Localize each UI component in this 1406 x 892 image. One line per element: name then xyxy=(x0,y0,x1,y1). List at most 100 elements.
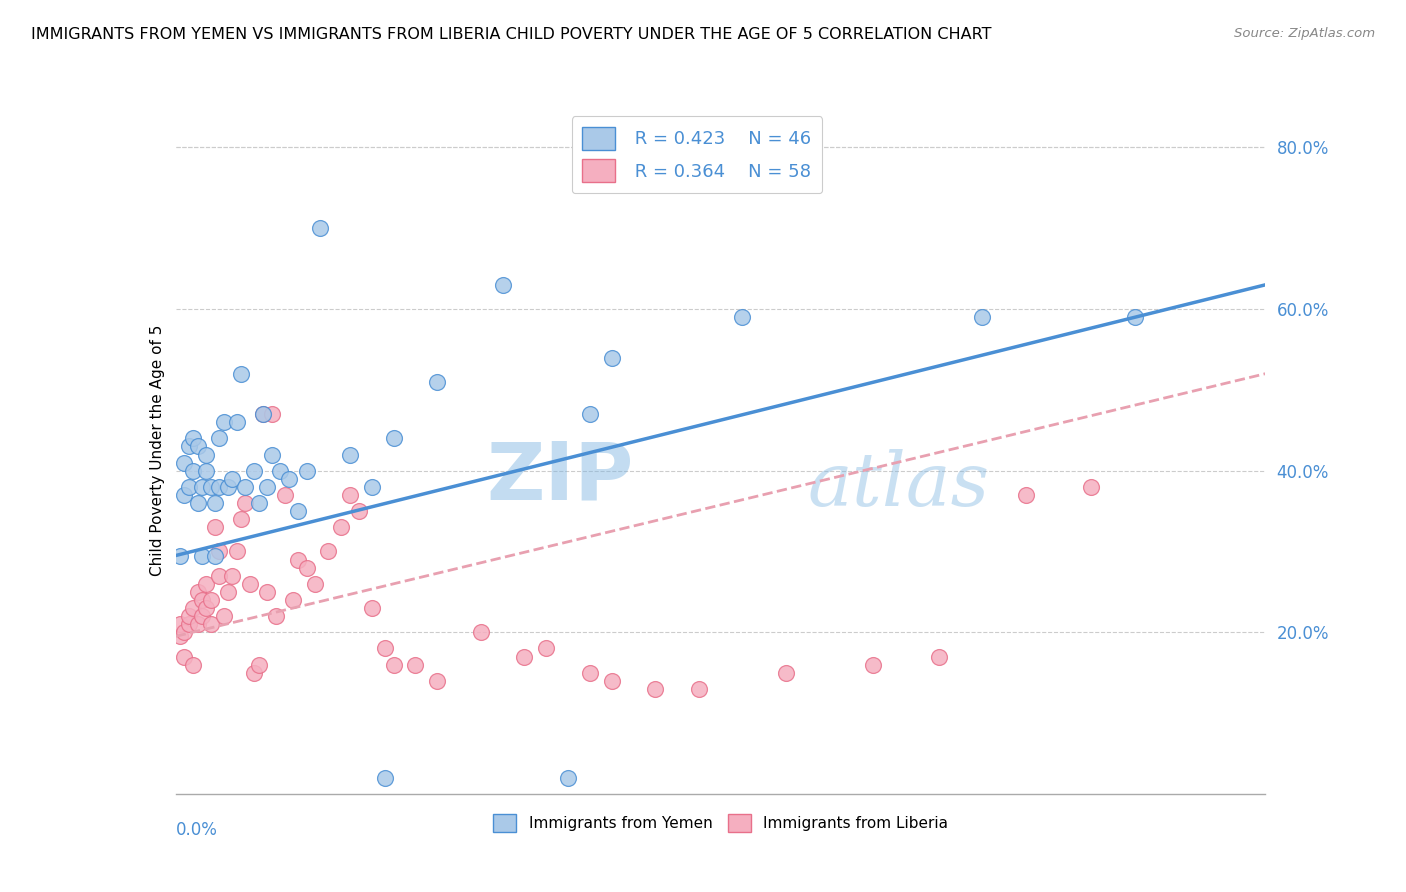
Point xyxy=(235,480,257,494)
Point xyxy=(200,593,222,607)
Point xyxy=(221,568,243,582)
Point xyxy=(579,407,602,421)
Point xyxy=(308,221,330,235)
Point xyxy=(169,629,191,643)
Point xyxy=(382,657,405,672)
Point xyxy=(225,415,247,429)
Point xyxy=(173,456,195,470)
Text: 0.0%: 0.0% xyxy=(176,822,218,839)
Point xyxy=(513,649,536,664)
Point xyxy=(217,585,239,599)
Point xyxy=(208,544,231,558)
Point xyxy=(260,407,283,421)
Point xyxy=(374,771,396,785)
Point xyxy=(181,431,204,445)
Point xyxy=(247,496,270,510)
Point xyxy=(186,496,209,510)
Point xyxy=(200,480,222,494)
Point xyxy=(644,681,666,696)
Point xyxy=(169,617,191,632)
Point xyxy=(177,609,200,624)
Point xyxy=(347,504,370,518)
Point xyxy=(360,601,382,615)
Point xyxy=(243,464,266,478)
Point xyxy=(208,480,231,494)
Point xyxy=(1123,310,1146,325)
Point xyxy=(195,601,218,615)
Point xyxy=(579,665,602,680)
Point xyxy=(181,601,204,615)
Point xyxy=(287,504,309,518)
Point xyxy=(295,560,318,574)
Point xyxy=(600,673,623,688)
Point xyxy=(304,576,326,591)
Point xyxy=(212,415,235,429)
Text: ZIP: ZIP xyxy=(486,439,633,517)
Point xyxy=(287,552,309,566)
Point xyxy=(862,657,884,672)
Point xyxy=(191,480,214,494)
Point xyxy=(195,464,218,478)
Point xyxy=(200,617,222,632)
Point xyxy=(191,549,214,563)
Point xyxy=(260,448,283,462)
Point xyxy=(970,310,993,325)
Point xyxy=(186,585,209,599)
Point xyxy=(231,512,253,526)
Point xyxy=(177,480,200,494)
Point xyxy=(688,681,710,696)
Point xyxy=(426,673,449,688)
Point xyxy=(775,665,797,680)
Point xyxy=(256,480,278,494)
Point xyxy=(204,496,226,510)
Point xyxy=(264,609,287,624)
Point xyxy=(269,464,291,478)
Point xyxy=(173,488,195,502)
Point xyxy=(235,496,257,510)
Point xyxy=(243,665,266,680)
Point xyxy=(557,771,579,785)
Point xyxy=(374,641,396,656)
Point xyxy=(256,585,278,599)
Point xyxy=(239,576,262,591)
Point xyxy=(221,472,243,486)
Text: atlas: atlas xyxy=(807,449,990,521)
Point xyxy=(195,576,218,591)
Point xyxy=(731,310,754,325)
Point xyxy=(470,625,492,640)
Point xyxy=(600,351,623,365)
Point xyxy=(169,549,191,563)
Y-axis label: Child Poverty Under the Age of 5: Child Poverty Under the Age of 5 xyxy=(149,325,165,576)
Point xyxy=(204,520,226,534)
Point xyxy=(318,544,340,558)
Point xyxy=(204,549,226,563)
Point xyxy=(231,367,253,381)
Point xyxy=(208,431,231,445)
Point xyxy=(339,448,361,462)
Point xyxy=(360,480,382,494)
Point xyxy=(181,657,204,672)
Point xyxy=(191,609,214,624)
Point xyxy=(928,649,950,664)
Point xyxy=(534,641,557,656)
Point xyxy=(217,480,239,494)
Point xyxy=(186,617,209,632)
Text: IMMIGRANTS FROM YEMEN VS IMMIGRANTS FROM LIBERIA CHILD POVERTY UNDER THE AGE OF : IMMIGRANTS FROM YEMEN VS IMMIGRANTS FROM… xyxy=(31,27,991,42)
Point xyxy=(195,448,218,462)
Point xyxy=(405,657,427,672)
Point xyxy=(426,375,449,389)
Point xyxy=(186,439,209,453)
Point xyxy=(283,593,305,607)
Point xyxy=(1015,488,1038,502)
Point xyxy=(208,568,231,582)
Point xyxy=(295,464,318,478)
Point xyxy=(173,649,195,664)
Point xyxy=(339,488,361,502)
Point xyxy=(330,520,353,534)
Point xyxy=(191,593,214,607)
Point xyxy=(173,625,195,640)
Point xyxy=(181,464,204,478)
Point xyxy=(274,488,297,502)
Point xyxy=(492,277,515,292)
Point xyxy=(252,407,274,421)
